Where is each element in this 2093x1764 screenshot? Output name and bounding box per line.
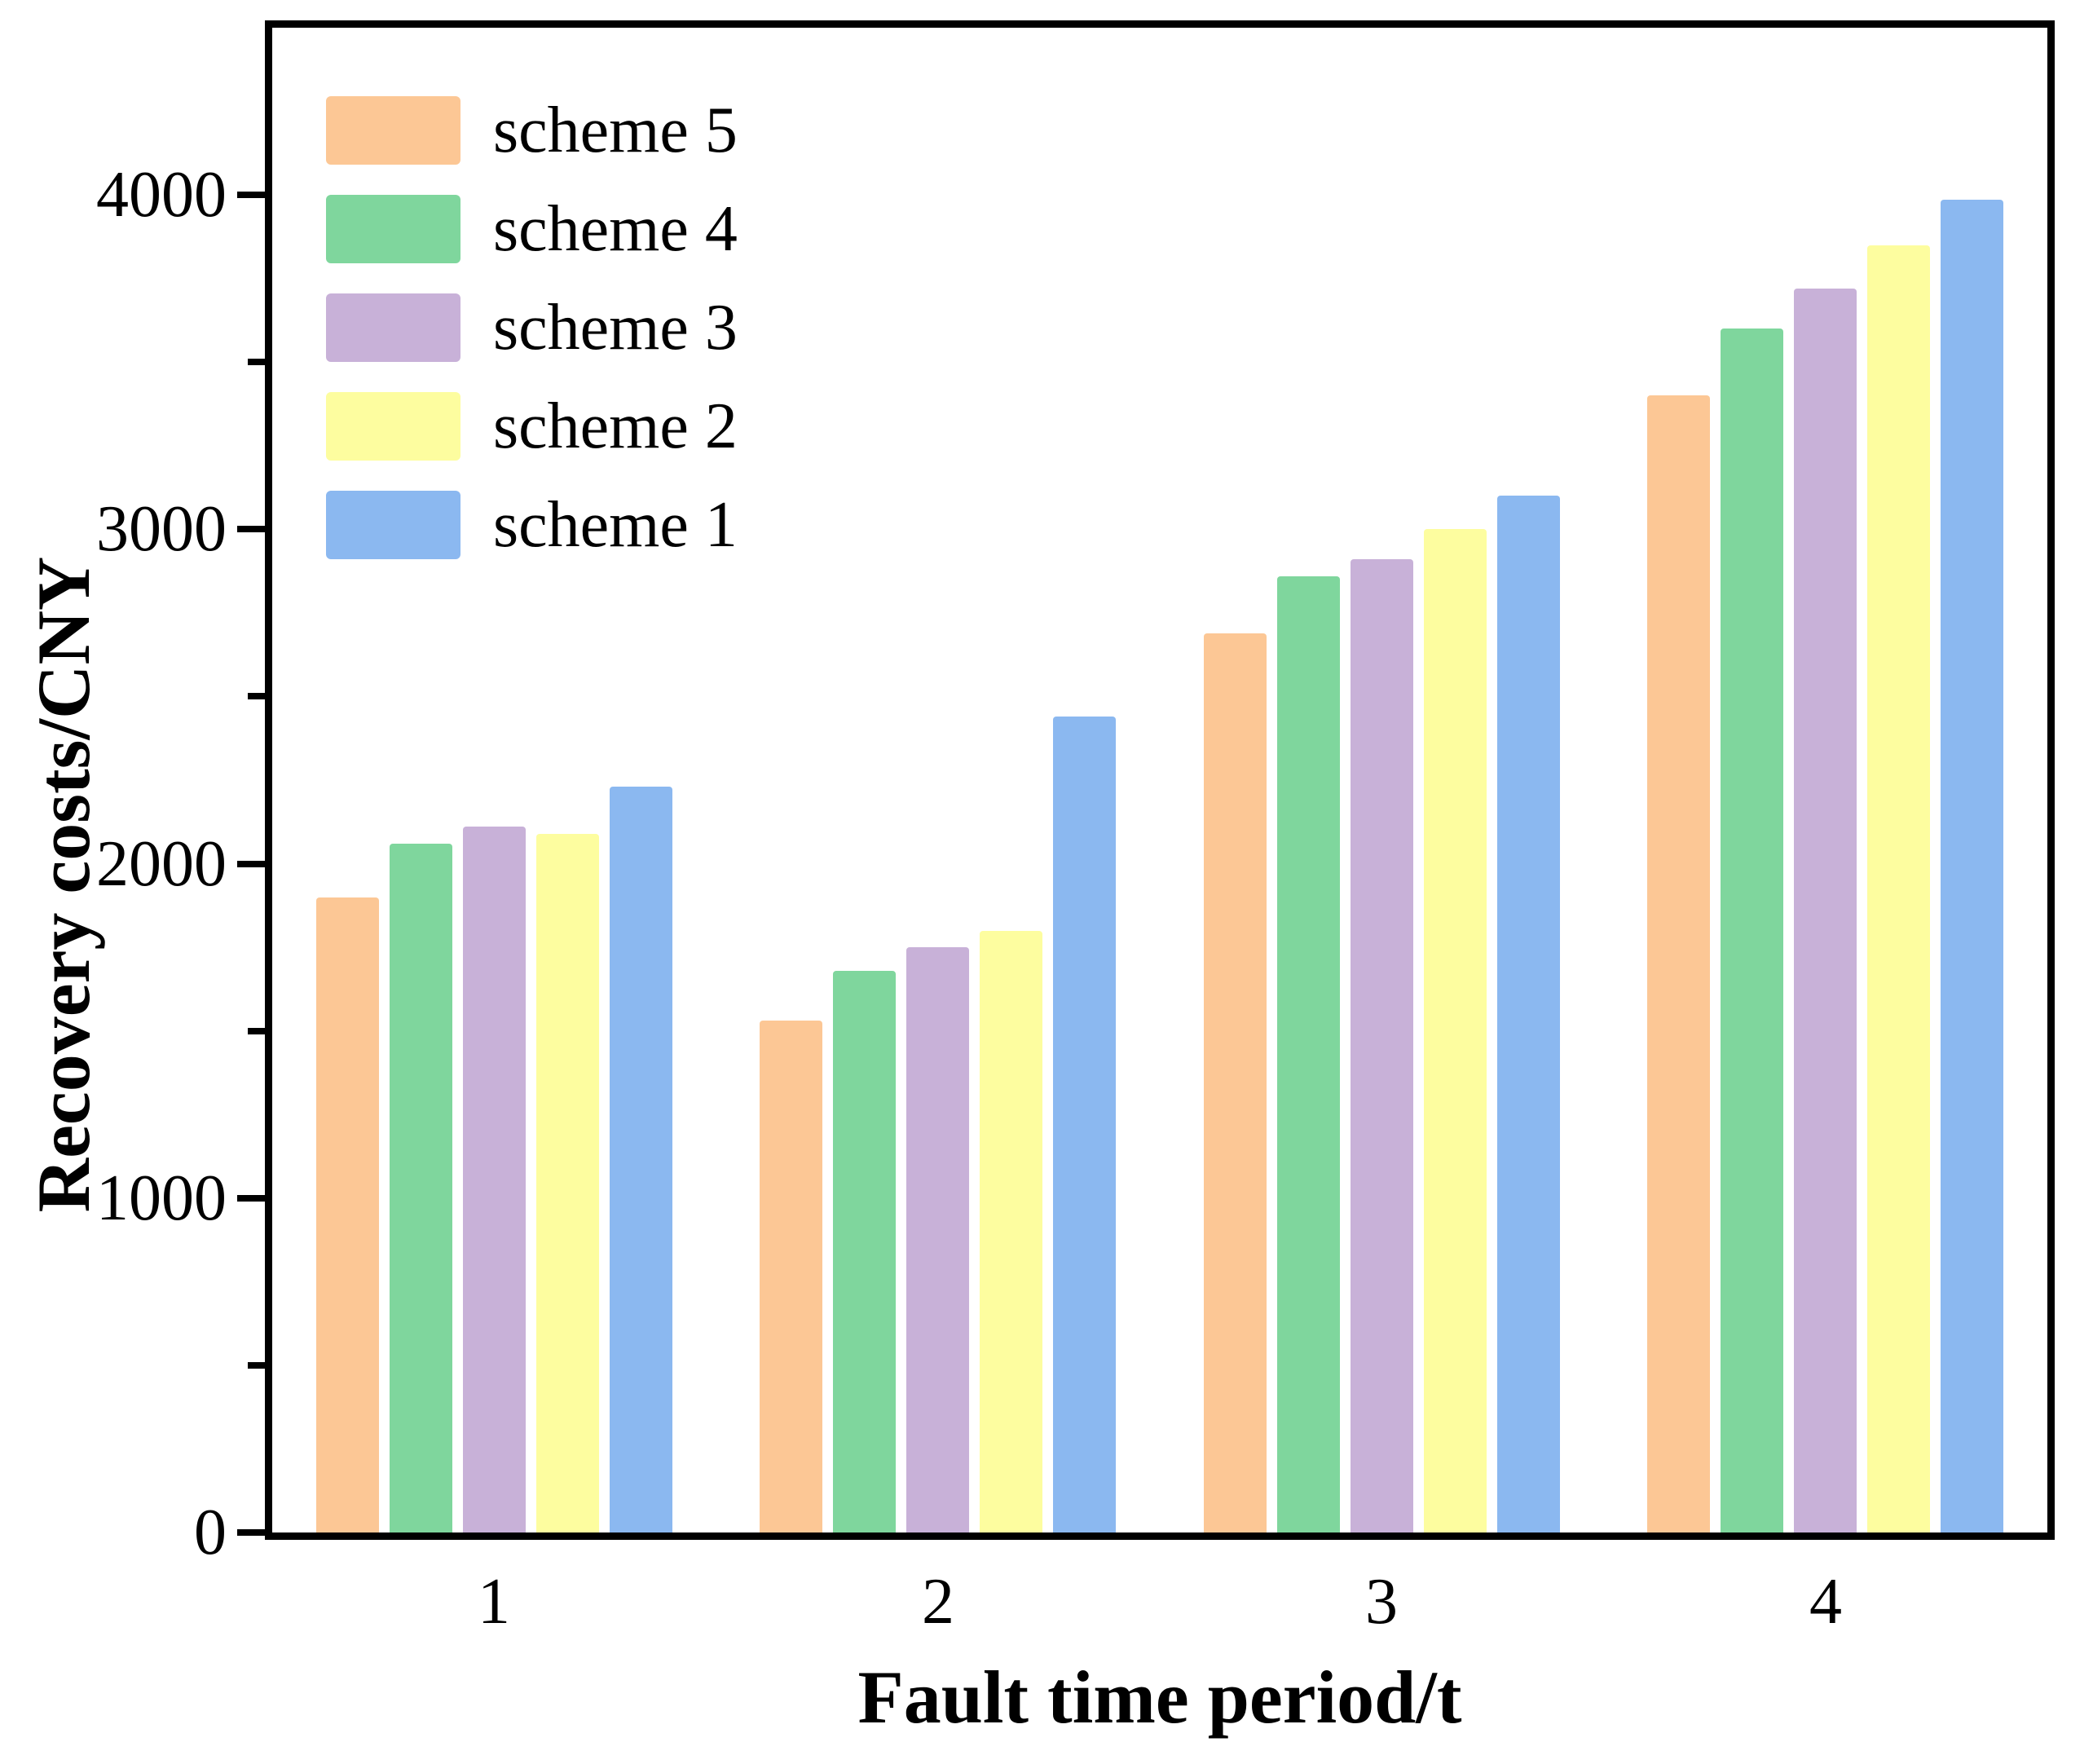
bar-scheme-5-period-3	[1204, 633, 1267, 1532]
x-axis-title: Fault time period/t	[857, 1656, 1462, 1739]
y-tick-label-2000: 2000	[96, 828, 227, 900]
y-major-tick-1000	[237, 1195, 265, 1202]
bar-scheme-1-period-1	[610, 787, 672, 1532]
bar-scheme-3-period-2	[906, 947, 969, 1532]
legend-item-scheme-3: scheme 3	[326, 293, 738, 362]
legend-label-scheme-1: scheme 1	[493, 489, 738, 561]
legend-swatch-scheme-3	[326, 293, 460, 362]
y-minor-tick-2500	[248, 693, 265, 699]
legend-label-scheme-3: scheme 3	[493, 292, 738, 364]
bar-scheme-4-period-4	[1721, 329, 1783, 1532]
legend-item-scheme-1: scheme 1	[326, 491, 738, 559]
y-major-tick-0	[237, 1529, 265, 1536]
legend-swatch-scheme-5	[326, 96, 460, 165]
bar-scheme-5-period-1	[316, 897, 379, 1532]
legend-swatch-scheme-2	[326, 392, 460, 461]
legend-item-scheme-5: scheme 5	[326, 96, 738, 165]
x-tick-label-2: 2	[922, 1566, 954, 1638]
bar-scheme-5-period-4	[1647, 395, 1710, 1532]
legend-swatch-scheme-1	[326, 491, 460, 559]
y-minor-tick-1500	[248, 1028, 265, 1034]
y-minor-tick-3500	[248, 359, 265, 365]
y-minor-tick-500	[248, 1362, 265, 1369]
y-major-tick-4000	[237, 192, 265, 198]
bar-scheme-1-period-4	[1941, 200, 2003, 1532]
y-axis-title: Recovery costs/CNY	[22, 556, 105, 1213]
bar-scheme-1-period-3	[1497, 496, 1560, 1532]
bar-scheme-4-period-1	[390, 844, 452, 1532]
legend-item-scheme-4: scheme 4	[326, 195, 738, 263]
bar-scheme-3-period-4	[1794, 289, 1857, 1532]
bar-scheme-2-period-1	[536, 834, 599, 1532]
bar-scheme-3-period-1	[463, 827, 526, 1532]
bar-scheme-5-period-2	[760, 1021, 822, 1532]
legend-label-scheme-2: scheme 2	[493, 390, 738, 462]
legend-item-scheme-2: scheme 2	[326, 392, 738, 461]
bar-scheme-2-period-3	[1424, 529, 1487, 1532]
legend-swatch-scheme-4	[326, 195, 460, 263]
y-tick-label-0: 0	[194, 1497, 227, 1568]
bar-scheme-4-period-3	[1277, 576, 1340, 1532]
bar-scheme-1-period-2	[1053, 717, 1116, 1532]
legend-label-scheme-5: scheme 5	[493, 95, 738, 166]
x-tick-label-3: 3	[1365, 1566, 1398, 1638]
bar-scheme-2-period-4	[1867, 245, 1930, 1532]
y-tick-label-1000: 1000	[96, 1162, 227, 1234]
y-tick-label-3000: 3000	[96, 493, 227, 565]
bar-scheme-2-period-2	[980, 931, 1042, 1532]
x-tick-label-4: 4	[1809, 1566, 1842, 1638]
y-major-tick-3000	[237, 526, 265, 532]
y-tick-label-4000: 4000	[96, 159, 227, 231]
bar-scheme-4-period-2	[833, 971, 896, 1532]
x-tick-label-1: 1	[478, 1566, 510, 1638]
legend-label-scheme-4: scheme 4	[493, 193, 738, 265]
y-major-tick-2000	[237, 861, 265, 867]
bar-scheme-3-period-3	[1351, 559, 1413, 1532]
